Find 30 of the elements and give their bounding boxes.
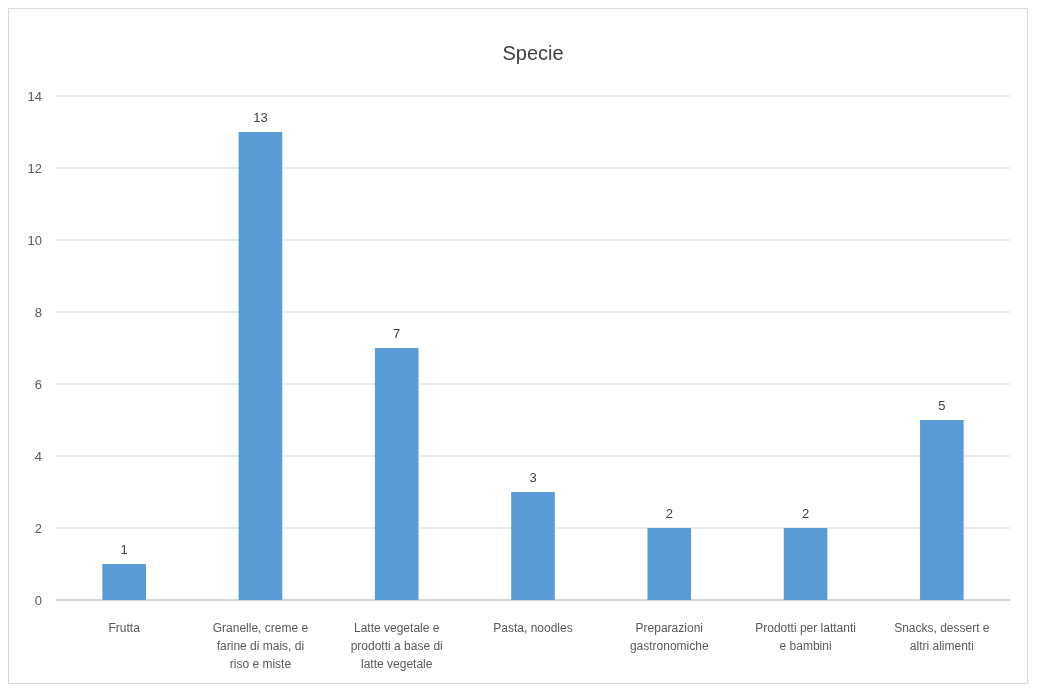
data-label: 13 [253,110,268,125]
data-label: 5 [938,398,946,413]
data-label: 2 [665,506,673,521]
x-tick-label: Frutta [108,621,141,635]
y-tick-label: 4 [34,448,42,464]
bar [374,348,419,600]
data-label: 1 [120,542,128,557]
x-tick-label: Snacks, dessert e altri alimenti [894,621,990,653]
x-tick-label: Prodotti per lattanti e bambini [755,621,856,653]
bar [647,528,692,600]
x-tick-label: Granelle, creme e farine di mais, di riso e miste [212,621,309,671]
chart-title: Specie [502,42,564,64]
y-tick-label: 10 [27,232,42,248]
data-label: 3 [529,470,537,485]
bar [920,420,964,600]
y-tick-label: 8 [34,304,42,320]
y-tick-label: 6 [34,376,42,392]
x-tick-label: Preparazioni gastronomiche [629,621,709,653]
bar [783,528,828,600]
y-tick-label: 2 [34,520,42,536]
x-tick-label: Latte vegetale e prodotti a base di latte vegetale [350,621,443,671]
data-label: 7 [393,326,401,341]
y-tick-label: 0 [34,592,42,608]
bar [238,132,283,600]
y-tick-label: 14 [27,88,42,104]
y-tick-label: 12 [27,160,42,176]
bar [511,492,555,600]
x-tick-label: Pasta, noodles [493,621,573,635]
bar [102,564,146,600]
data-label: 2 [801,506,810,521]
